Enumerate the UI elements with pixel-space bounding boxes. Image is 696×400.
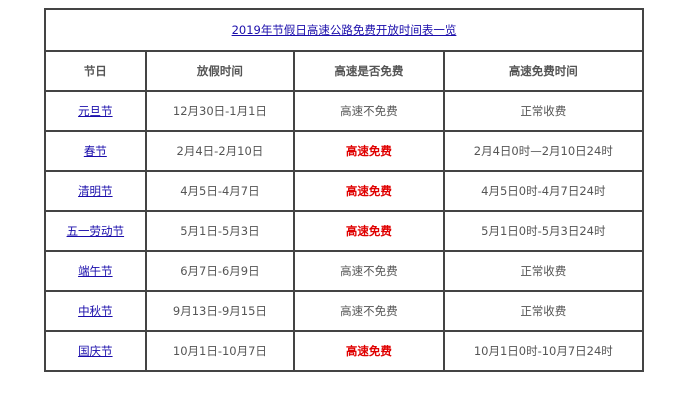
free-time-cell: 4月5日0时-4月7日24时 bbox=[442, 170, 645, 212]
holiday-cell: 五一劳动节 bbox=[44, 210, 147, 252]
dates-cell: 10月1日-10月7日 bbox=[144, 330, 296, 372]
dates-cell: 4月5日-4月7日 bbox=[144, 170, 296, 212]
holiday-toll-table: 2019年节假日高速公路免费开放时间表一览 节日 放假时间 高速是否免费 高速免… bbox=[44, 8, 645, 372]
holiday-link[interactable]: 清明节 bbox=[78, 184, 113, 198]
table-title-link[interactable]: 2019年节假日高速公路免费开放时间表一览 bbox=[231, 23, 457, 37]
table-row: 元旦节 12月30日-1月1日 高速不免费 正常收费 bbox=[44, 90, 645, 132]
table-row: 清明节 4月5日-4月7日 高速免费 4月5日0时-4月7日24时 bbox=[44, 170, 645, 212]
free-status-cell: 高速不免费 bbox=[293, 290, 445, 332]
header-free: 高速是否免费 bbox=[293, 50, 445, 92]
holiday-link[interactable]: 中秋节 bbox=[78, 304, 113, 318]
dates-cell: 12月30日-1月1日 bbox=[144, 90, 296, 132]
holiday-link[interactable]: 元旦节 bbox=[78, 104, 113, 118]
holiday-link[interactable]: 国庆节 bbox=[78, 344, 113, 358]
holiday-cell: 春节 bbox=[44, 130, 147, 172]
free-time-cell: 5月1日0时-5月3日24时 bbox=[442, 210, 645, 252]
free-time-cell: 正常收费 bbox=[442, 90, 645, 132]
header-dates: 放假时间 bbox=[144, 50, 296, 92]
free-time-cell: 正常收费 bbox=[442, 290, 645, 332]
free-status-cell: 高速不免费 bbox=[293, 250, 445, 292]
free-time-cell: 正常收费 bbox=[442, 250, 645, 292]
free-status-cell: 高速不免费 bbox=[293, 90, 445, 132]
holiday-cell: 国庆节 bbox=[44, 330, 147, 372]
holiday-cell: 中秋节 bbox=[44, 290, 147, 332]
table-row: 春节 2月4日-2月10日 高速免费 2月4日0时—2月10日24时 bbox=[44, 130, 645, 172]
header-holiday: 节日 bbox=[44, 50, 147, 92]
header-row: 节日 放假时间 高速是否免费 高速免费时间 bbox=[44, 50, 645, 92]
free-time-cell: 10月1日0时-10月7日24时 bbox=[442, 330, 645, 372]
table-row: 五一劳动节 5月1日-5月3日 高速免费 5月1日0时-5月3日24时 bbox=[44, 210, 645, 252]
table-row: 国庆节 10月1日-10月7日 高速免费 10月1日0时-10月7日24时 bbox=[44, 330, 645, 372]
holiday-link[interactable]: 端午节 bbox=[78, 264, 113, 278]
free-status-cell: 高速免费 bbox=[293, 330, 445, 372]
title-row: 2019年节假日高速公路免费开放时间表一览 bbox=[44, 8, 644, 52]
free-status-cell: 高速免费 bbox=[293, 130, 445, 172]
holiday-cell: 端午节 bbox=[44, 250, 147, 292]
free-status-cell: 高速免费 bbox=[293, 170, 445, 212]
table-row: 端午节 6月7日-6月9日 高速不免费 正常收费 bbox=[44, 250, 645, 292]
holiday-link[interactable]: 春节 bbox=[83, 144, 107, 158]
free-time-cell: 2月4日0时—2月10日24时 bbox=[442, 130, 645, 172]
holiday-cell: 清明节 bbox=[44, 170, 147, 212]
table-row: 中秋节 9月13日-9月15日 高速不免费 正常收费 bbox=[44, 290, 645, 332]
dates-cell: 6月7日-6月9日 bbox=[144, 250, 296, 292]
dates-cell: 5月1日-5月3日 bbox=[144, 210, 296, 252]
holiday-link[interactable]: 五一劳动节 bbox=[66, 224, 125, 238]
dates-cell: 2月4日-2月10日 bbox=[144, 130, 296, 172]
free-status-cell: 高速免费 bbox=[293, 210, 445, 252]
holiday-cell: 元旦节 bbox=[44, 90, 147, 132]
header-free-time: 高速免费时间 bbox=[442, 50, 645, 92]
dates-cell: 9月13日-9月15日 bbox=[144, 290, 296, 332]
